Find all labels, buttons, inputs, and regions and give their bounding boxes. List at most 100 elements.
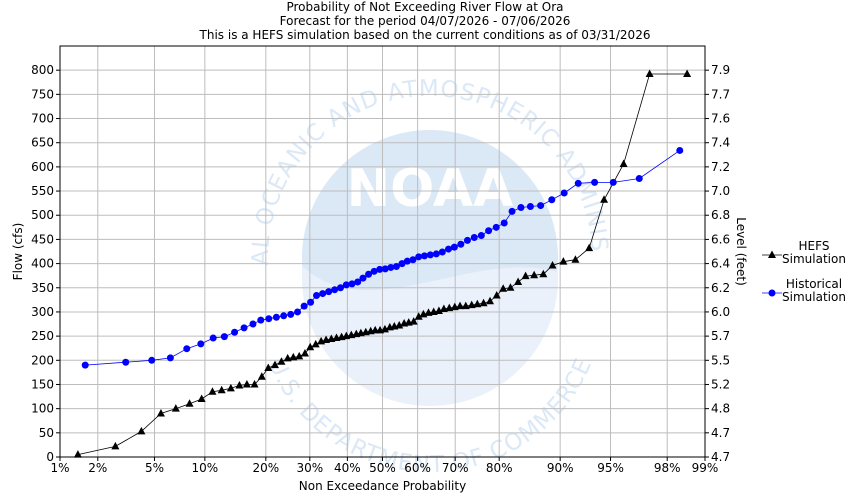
legend-marker-triangle [768, 250, 776, 258]
data-point-circle [280, 312, 288, 320]
legend-label-line: Historical [786, 277, 842, 291]
data-point-circle [508, 207, 516, 215]
x-axis-title: Non Exceedance Probability [299, 479, 466, 493]
y-tick-label: 800 [31, 63, 54, 77]
data-point-triangle [277, 357, 286, 365]
y-tick-label: 500 [31, 208, 54, 222]
data-point-triangle [539, 269, 548, 278]
data-point-triangle [548, 261, 557, 269]
y2-tick-label: 6.4 [711, 257, 730, 271]
data-point-circle [398, 260, 406, 268]
x-tick-label: 60% [404, 461, 431, 475]
data-point-triangle [506, 283, 515, 291]
data-point-triangle [300, 349, 309, 357]
data-point-circle [526, 203, 534, 211]
data-point-triangle [73, 450, 82, 458]
data-point-triangle [156, 408, 165, 417]
data-point-triangle [111, 441, 120, 450]
y2-tick-label: 7.6 [711, 112, 730, 126]
y2-tick-label: 7.2 [711, 160, 730, 174]
data-point-circle [392, 262, 400, 270]
data-point-triangle [306, 342, 315, 351]
data-point-circle [183, 345, 191, 353]
data-point-circle [457, 240, 465, 248]
y2-tick-label: 6.2 [711, 281, 730, 295]
data-point-circle [300, 302, 308, 310]
data-point-triangle [217, 385, 226, 394]
data-point-circle [272, 313, 280, 321]
data-point-circle [348, 280, 356, 288]
legend-label-line: Simulation [782, 252, 846, 266]
data-point-triangle [514, 277, 523, 285]
data-point-circle [548, 196, 556, 204]
data-point-triangle [456, 301, 465, 310]
data-point-circle [354, 278, 362, 286]
y-tick-label: 350 [31, 281, 54, 295]
data-point-circle [370, 267, 378, 275]
legend-label-line: HEFS [799, 239, 830, 253]
data-point-triangle [571, 255, 580, 263]
data-point-circle [574, 179, 582, 187]
data-point-circle [287, 310, 295, 318]
data-point-triangle [461, 301, 470, 310]
data-point-triangle [559, 257, 568, 265]
data-point-triangle [645, 69, 654, 78]
y2-tick-label: 6.0 [711, 305, 730, 319]
y-tick-label: 700 [31, 112, 54, 126]
data-point-triangle [619, 159, 628, 167]
data-point-triangle [289, 352, 298, 361]
x-tick-label: 5% [145, 461, 164, 475]
x-tick-label: 99% [692, 461, 719, 475]
data-point-triangle [434, 306, 443, 314]
data-point-circle [365, 270, 373, 278]
x-tick-label: 50% [369, 461, 396, 475]
legend-label-line: Simulation [782, 290, 846, 304]
y2-tick-label: 5.7 [711, 329, 730, 343]
data-point-circle [359, 274, 367, 282]
data-point-circle [240, 324, 248, 332]
y2-tick-label: 7.4 [711, 136, 730, 150]
y2-tick-label: 4.7 [711, 426, 730, 440]
data-point-circle [337, 284, 345, 292]
y-tick-label: 650 [31, 136, 54, 150]
y2-tick-label: 7.9 [711, 63, 730, 77]
x-tick-label: 10% [192, 461, 219, 475]
data-point-circle [166, 354, 174, 362]
data-point-circle [381, 265, 389, 273]
y2-tick-label: 7.0 [711, 184, 730, 198]
data-point-circle [560, 189, 568, 197]
y-tick-label: 0 [46, 450, 54, 464]
data-point-circle [591, 178, 599, 186]
data-point-circle [676, 146, 684, 154]
data-point-circle [265, 315, 273, 323]
data-point-circle [319, 290, 327, 298]
x-tick-label: 1% [50, 461, 69, 475]
series-historical [81, 146, 684, 369]
data-point-triangle [521, 271, 530, 280]
y-tick-label: 250 [31, 329, 54, 343]
data-point-circle [450, 243, 458, 251]
chart-title: Probability of Not Exceeding River Flow … [199, 0, 651, 42]
title-line-3: This is a HEFS simulation based on the c… [199, 28, 651, 42]
data-point-circle [331, 286, 339, 294]
grid [59, 46, 706, 458]
x-tick-label: 90% [547, 461, 574, 475]
data-point-triangle [242, 379, 251, 388]
x-tick-label: 30% [296, 461, 323, 475]
data-point-triangle [208, 387, 217, 395]
data-point-circle [249, 320, 257, 328]
data-point-circle [220, 333, 228, 341]
series-hefs [73, 69, 692, 458]
data-point-triangle [257, 372, 266, 380]
data-point-triangle [235, 380, 244, 389]
data-point-triangle [380, 324, 389, 333]
data-point-circle [635, 174, 643, 182]
data-point-circle [409, 256, 417, 264]
noaa-logo-text: NOAA [347, 159, 514, 219]
data-point-triangle [530, 270, 539, 279]
y-tick-label: 600 [31, 160, 54, 174]
data-point-circle [81, 361, 89, 369]
data-point-triangle [395, 320, 404, 329]
